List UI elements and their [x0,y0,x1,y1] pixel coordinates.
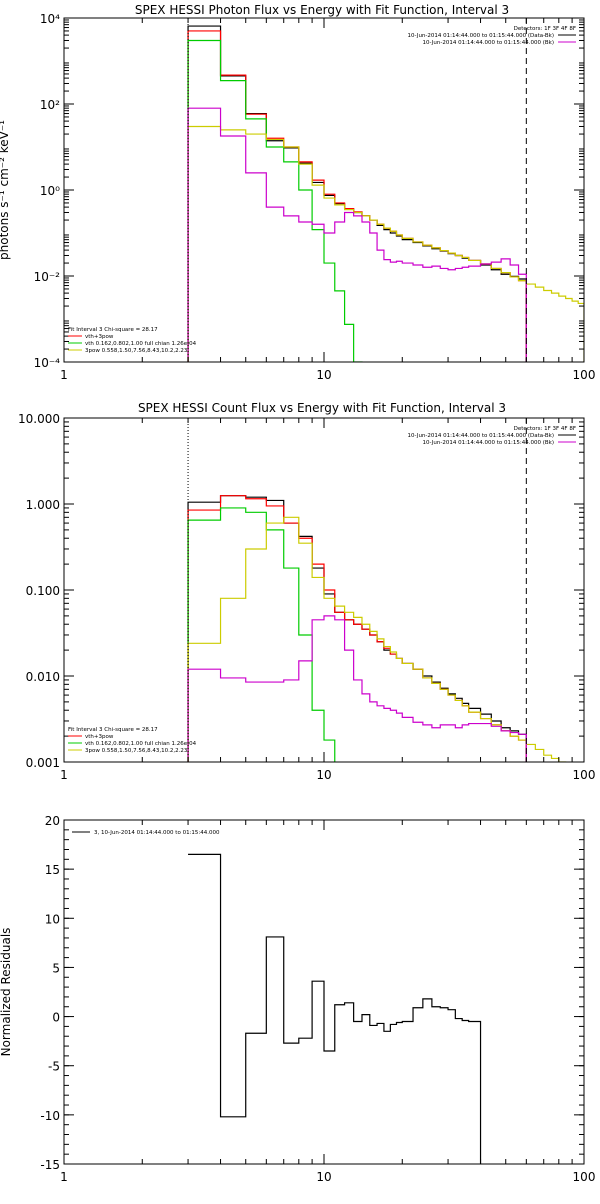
panel3-x-ticks: 1 10 100 [60,820,595,1184]
panel3-y-tick-label: 10 [45,912,60,926]
panel2-series-3-step-line [187,507,336,762]
panel1-y-tick-label: 10⁴ [40,12,60,26]
count-flux-panel: SPEX HESSI Count Flux vs Energy with Fit… [18,401,595,782]
panel2-y-ticks: 0.001 0.010 0.100 1.000 10.000 [18,412,584,770]
panel2-series-5-step-line [187,615,527,762]
panel1-fit-entry-2: vth 0.162,0.802,1.00 full chian 1.26e-04 [85,341,197,347]
panel2-legend-entry-2: 10-Jun-2014 01:14:44.000 to 01:15:44.000… [422,440,554,446]
panel2-fit-entry-3: 3pow 0.558,1.50,7.56,8.43,10.2,2.23 [85,748,188,754]
panel1-x-tick-label: 1 [60,368,68,382]
panel3-x-tick-label: 10 [316,1170,331,1184]
panel2-y-tick-label: 10.000 [18,412,60,426]
panel2-fit-entry-2: vth 0.162,0.802,1.00 full chian 1.26e-04 [85,741,197,747]
panel1-y-tick-label: 10⁻² [34,270,61,284]
panel3-y-tick-label: -5 [48,1060,60,1074]
panel1-legend-entry-2: 10-Jun-2014 01:14:44.000 to 01:15:44.000… [422,40,554,46]
panel1-title: SPEX HESSI Photon Flux vs Energy with Fi… [135,3,509,17]
panel3-x-tick-label: 1 [60,1170,68,1184]
panel2-legend-bottom: Fit Interval 3 Chi-square = 28.17 vth+3p… [68,727,197,754]
panel1-x-tick-label: 100 [573,368,596,382]
panel1-legend-entry-1: 10-Jun-2014 01:14:44.000 to 01:15:44.000… [408,33,554,39]
panel3-y-tick-label: 15 [45,863,60,877]
panel3-y-axis-label: Normalized Residuals [0,928,13,1057]
panel3-y-ticks: -15 -10 -5 0 5 10 15 20 [40,814,584,1172]
panel2-y-tick-label: 1.000 [26,498,60,512]
panel1-y-axis-label: photons s⁻¹ cm⁻² keV⁻¹ [0,120,11,260]
panel3-y-tick-label: 5 [52,961,60,975]
panel1-vlines [187,18,527,362]
panel2-y-tick-label: 0.100 [26,584,60,598]
panel1-series-4-step-line [187,125,584,362]
panel2-x-tick-label: 1 [60,768,68,782]
panel2-series [187,495,567,762]
panel3-y-tick-label: 0 [52,1011,60,1025]
panel2-legend-header: Detectors: 1F 3F 4F 8F [514,426,576,432]
panel1-series [187,25,584,362]
panel2-x-ticks: 1 10 100 [60,418,595,782]
panel2-y-tick-label: 0.001 [26,756,60,770]
panel1-y-ticks: 10⁻⁴ 10⁻² 10⁰ 10² 10⁴ [34,12,584,370]
panel1-y-tick-label: 10⁻⁴ [34,356,61,370]
panel3-x-tick-label: 100 [573,1170,596,1184]
panel1-y-tick-label: 10⁰ [40,184,60,198]
panel2-series-1-step-line [187,495,527,762]
panel1-fit-header: Fit Interval 3 Chi-square = 28.17 [68,327,158,333]
panel2-title: SPEX HESSI Count Flux vs Energy with Fit… [138,401,506,415]
panel1-legend-top: Detectors: 1F 3F 4F 8F 10-Jun-2014 01:14… [408,26,576,46]
panel1-x-ticks: 1 10 100 [60,18,595,382]
photon-flux-panel: SPEX HESSI Photon Flux vs Energy with Fi… [0,3,595,382]
panel3-series-1-step-line [188,853,482,1164]
panel3-y-tick-label: -10 [40,1109,60,1123]
residuals-panel: 1 10 100 -15 -10 -5 0 5 10 15 20 Normalized Resid… [0,814,595,1184]
panel3-legend-entry: 3, 10-Jun-2014 01:14:44.000 to 01:15:44.… [94,830,220,836]
panel2-x-tick-label: 10 [316,768,331,782]
panel1-legend-header: Detectors: 1F 3F 4F 8F [514,26,576,32]
panel2-x-tick-label: 100 [573,768,596,782]
panel1-series-1-step-line [187,25,527,362]
panel2-fit-entry-1: vth+3pow [85,734,114,740]
panel3-legend: 3, 10-Jun-2014 01:14:44.000 to 01:15:44.… [72,830,220,836]
panel3-series [188,853,482,1164]
panel2-legend-top: Detectors: 1F 3F 4F 8F 10-Jun-2014 01:14… [408,426,576,446]
panel3-y-tick-label: -15 [40,1158,60,1172]
panel1-fit-entry-3: 3pow 0.558,1.50,7.56,8.43,10.2,2.23 [85,348,188,354]
panel1-series-3-step-line [187,39,363,362]
panel2-legend-entry-1: 10-Jun-2014 01:14:44.000 to 01:15:44.000… [408,433,554,439]
panel1-x-tick-label: 10 [316,368,331,382]
panel2-series-4-step-line [187,516,567,762]
panel2-fit-header: Fit Interval 3 Chi-square = 28.17 [68,727,158,733]
panel1-series-5-step-line [187,107,527,362]
panel1-fit-entry-1: vth+3pow [85,334,114,340]
panel2-series-2-step-line [187,495,527,762]
panel2-vlines [187,418,527,762]
panel1-y-tick-label: 10² [40,98,60,112]
panel1-legend-bottom: Fit Interval 3 Chi-square = 28.17 vth+3p… [68,327,197,354]
panel3-y-tick-label: 20 [45,814,60,828]
panel2-y-tick-label: 0.010 [26,670,60,684]
